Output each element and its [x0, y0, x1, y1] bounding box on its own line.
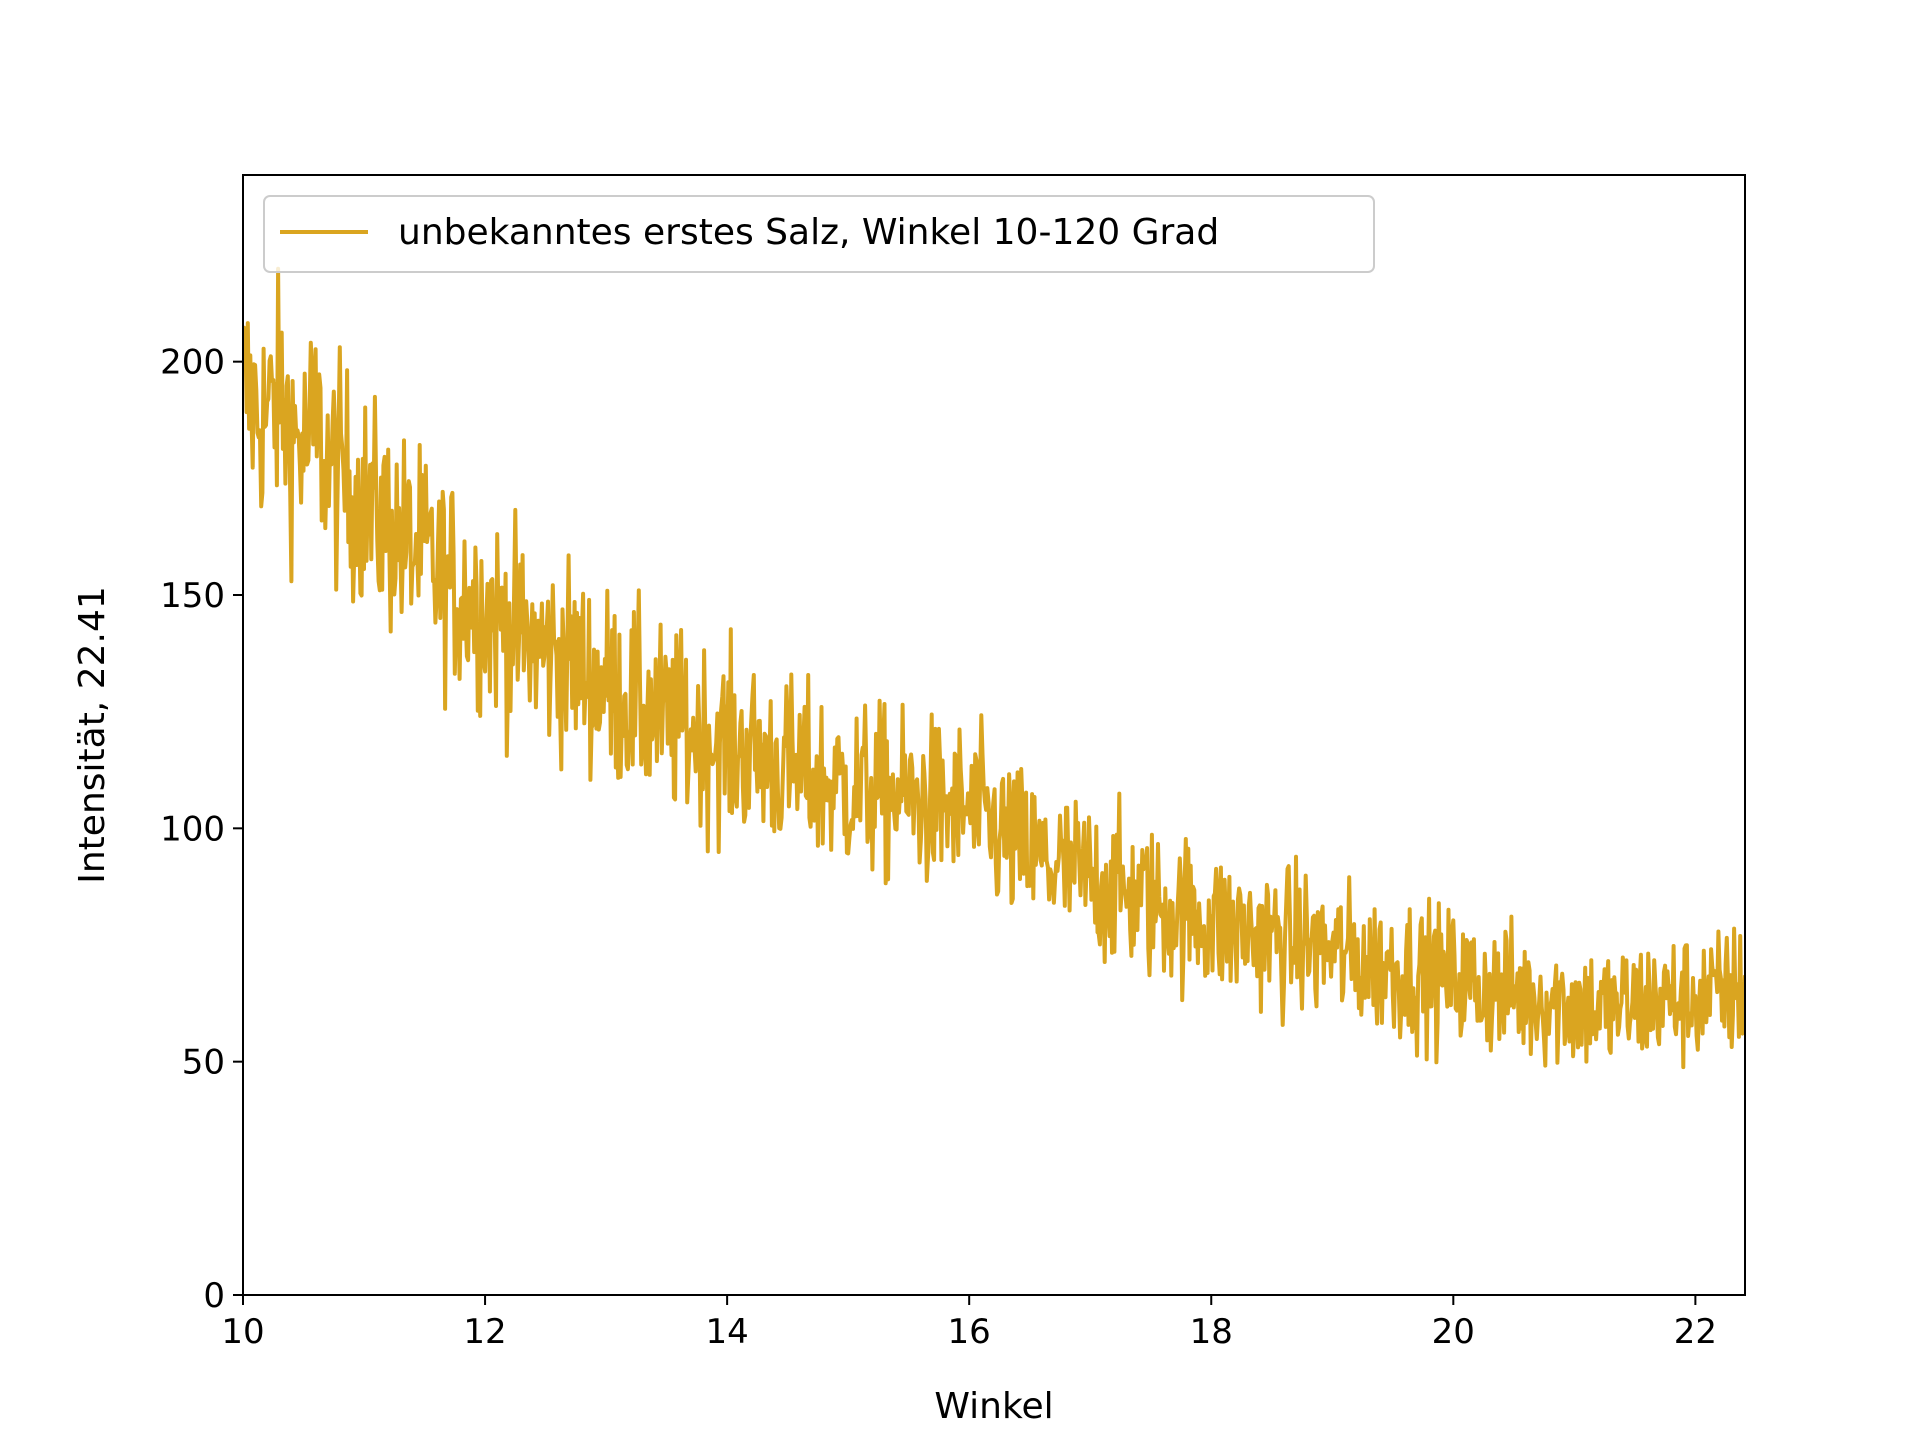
x-axis: 10 12 14 16 18 20 22 — [221, 1295, 1717, 1352]
x-tick-label: 12 — [463, 1312, 506, 1352]
y-tick-label: 0 — [203, 1276, 225, 1316]
x-tick-label: 22 — [1674, 1312, 1717, 1352]
y-tick-label: 100 — [160, 809, 225, 849]
series-line-group — [243, 266, 1745, 1070]
x-tick-label: 14 — [705, 1312, 748, 1352]
x-tick-label: 18 — [1190, 1312, 1233, 1352]
series-line — [243, 266, 1745, 1070]
legend-entry-label: unbekanntes erstes Salz, Winkel 10-120 G… — [398, 212, 1219, 253]
y-tick-label: 200 — [160, 343, 225, 383]
x-axis-label: Winkel — [934, 1386, 1053, 1427]
legend-box — [263, 195, 1375, 273]
x-tick-label: 10 — [221, 1312, 264, 1352]
plot-frame — [242, 174, 1746, 1296]
x-tick-label: 16 — [948, 1312, 991, 1352]
y-axis-label: Intensität, 22.41 — [72, 586, 113, 884]
y-axis: 0 50 100 150 200 — [160, 343, 243, 1316]
y-tick-label: 50 — [182, 1043, 225, 1083]
y-tick-label: 150 — [160, 576, 225, 616]
legend: unbekanntes erstes Salz, Winkel 10-120 G… — [263, 195, 1375, 273]
x-tick-label: 20 — [1432, 1312, 1475, 1352]
